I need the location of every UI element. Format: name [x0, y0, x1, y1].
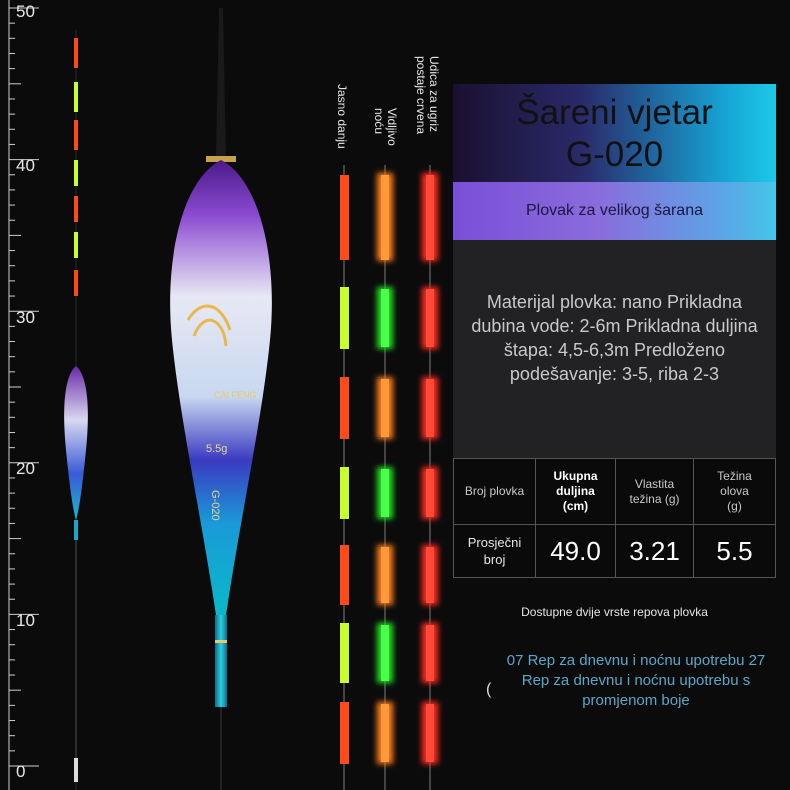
tails-description: 07 Rep za dnevnu i noćnu upotrebu 27 Rep… — [506, 652, 766, 709]
ruler-mark-20: 20 — [16, 459, 35, 478]
table-header-cell: Ukupna duljina (cm) — [536, 459, 616, 525]
product-title-box: Šareni vjetar G-020 — [453, 84, 776, 182]
product-specs: Materijal plovka: nano Prikladna dubina … — [471, 292, 758, 384]
small-float-image — [64, 30, 88, 790]
product-subtitle-box: Plovak za velikog šarana — [453, 182, 776, 240]
product-subtitle: Plovak za velikog šarana — [526, 202, 703, 219]
float-model-print: G-020 — [209, 490, 221, 521]
ruler-ticks — [8, 0, 39, 790]
ruler: 50 40 30 20 10 0 — [0, 0, 44, 790]
paren-mark: ( — [486, 681, 492, 698]
float-tails-image — [340, 165, 438, 790]
ruler-mark-10: 10 — [16, 611, 35, 630]
spec-box: Materijal plovka: nano Prikladna dubina … — [453, 240, 776, 458]
spec-table: Broj plovka Ukupna duljina (cm) Vlastita… — [453, 458, 776, 578]
table-row-label: Prosječni broj — [454, 525, 536, 577]
table-value-weight: 3.21 — [616, 525, 694, 577]
ruler-mark-0: 0 — [16, 762, 26, 781]
table-header-cell: Broj plovka — [454, 459, 536, 525]
large-float-image: CAI FENG 5.5g G-020 — [170, 8, 272, 790]
ruler-mark-50: 50 — [16, 2, 35, 21]
table-header-cell: Težina olova (g) — [694, 459, 775, 525]
tail-label-night: Vidljivo noću — [372, 108, 399, 146]
ruler-mark-40: 40 — [16, 156, 35, 175]
float-weight-print: 5.5g — [206, 443, 227, 455]
tails-note: Dostupne dvije vrste repova plovka — [521, 605, 708, 619]
table-header-cell: Vlastita težina (g) — [616, 459, 694, 525]
ruler-mark-30: 30 — [16, 308, 35, 327]
tail-label-bite: Udica za ugriz postaje crvena — [414, 56, 441, 135]
product-model: G-020 — [565, 135, 664, 174]
float-brand-print: CAI FENG — [214, 390, 257, 400]
table-value-lead: 5.5 — [716, 535, 753, 566]
tail-label-day: Jasno danju — [335, 84, 349, 149]
table-value-length: 49.0 — [536, 525, 616, 577]
product-title: Šareni vjetar — [516, 93, 713, 132]
